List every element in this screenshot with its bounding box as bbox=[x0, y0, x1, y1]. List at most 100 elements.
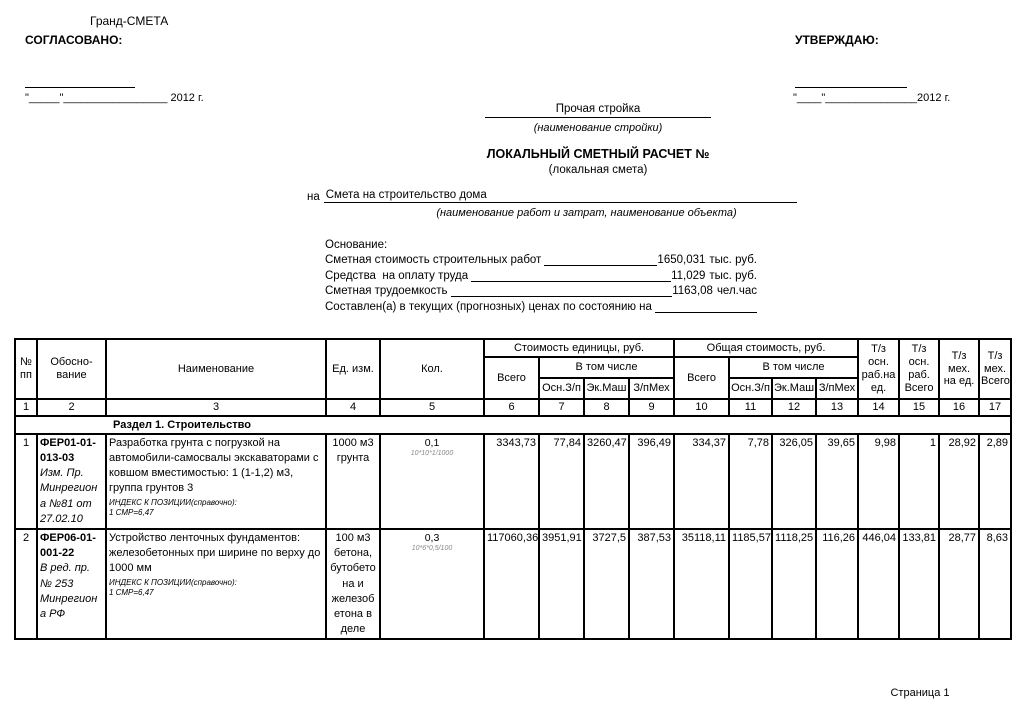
col-header-tz-meh-vsego: Т/з мех. Всего bbox=[978, 338, 1013, 400]
quantity-cell: 0,1 10*10*1/1000 bbox=[379, 432, 485, 531]
quantity-formula: 10*10*1/1000 bbox=[410, 450, 454, 458]
tz-osn-vsego-cell: 1 bbox=[898, 432, 941, 531]
unit-cell: 100 м3 бетона, бутобетона и железобетона… bbox=[325, 527, 381, 641]
basis-line-labor-pay: Средства на оплату труда 11,029 тыс. руб… bbox=[325, 266, 757, 282]
tz-meh-ed-cell: 28,92 bbox=[938, 432, 981, 531]
estimate-table: № пп Обосно-вание Наименование Ед. изм. … bbox=[13, 338, 1013, 641]
approved-signature-line bbox=[795, 76, 907, 88]
subject-prefix: на bbox=[307, 191, 320, 203]
column-numbers-row: 1 2 3 4 5 6 7 8 9 10 11 12 13 14 15 16 1 bbox=[14, 398, 1013, 417]
subject-row: на Смета на строительство дома bbox=[307, 189, 797, 203]
work-name-cell: Разработка грунта с погрузкой на автомоб… bbox=[105, 432, 327, 531]
col-number: 4 bbox=[325, 398, 381, 417]
col-number: 2 bbox=[36, 398, 107, 417]
basis-line-cost: Сметная стоимость строительных работ 165… bbox=[325, 251, 757, 266]
tz-osn-ed-cell: 446,04 bbox=[857, 527, 901, 641]
work-name: Разработка грунта с погрузкой на автомоб… bbox=[109, 436, 319, 495]
construction-name: Прочая стройка bbox=[485, 103, 711, 118]
row-number-cell: 2 bbox=[14, 527, 38, 641]
col-header-zp-meh: З/пМех bbox=[815, 377, 860, 400]
table-row: 2 ФЕР06-01-001-22 В ред. пр. № 253 Минре… bbox=[14, 527, 1013, 641]
compiled-label: Составлен(а) в текущих (прогнозных) цена… bbox=[325, 300, 652, 313]
index-value: 1 СМР=6,47 bbox=[109, 508, 154, 518]
unit-cost-total-cell: 117060,36 bbox=[483, 527, 540, 641]
subject-name: Смета на строительство дома bbox=[323, 189, 797, 203]
basis-title-row: Основание: bbox=[325, 235, 757, 251]
quantity-value: 0,3 bbox=[424, 532, 440, 544]
basis-line-label: Сметная стоимость строительных работ bbox=[325, 254, 542, 266]
total-cost-osn-zp-cell: 7,78 bbox=[728, 432, 774, 531]
quantity-formula: 10*6*0,5/100 bbox=[411, 545, 453, 553]
col-group-total-cost: Общая стоимость, руб. bbox=[673, 338, 860, 358]
total-cost-total-cell: 334,37 bbox=[673, 432, 731, 531]
col-header-ek-mash: Эк.Маш bbox=[771, 377, 818, 400]
agreed-signature-line bbox=[25, 76, 135, 88]
col-number: 15 bbox=[898, 398, 941, 417]
col-header-tz-osn-vsego: Т/з осн. раб. Всего bbox=[898, 338, 941, 400]
unit-cost-osn-zp-cell: 77,84 bbox=[538, 432, 585, 531]
basis-line-value: 11,029 bbox=[671, 269, 706, 282]
col-header-ek-mash: Эк.Маш bbox=[583, 377, 630, 400]
col-group-unit-cost: Стоимость единицы, руб. bbox=[482, 338, 676, 358]
underline-filler bbox=[450, 286, 673, 297]
basis-line-value: 1163,08 bbox=[672, 285, 713, 297]
basis-block: Основание: Сметная стоимость строительны… bbox=[325, 235, 757, 313]
basis-line-label: Средства на оплату труда bbox=[325, 269, 469, 282]
document-subtitle: (локальная смета) bbox=[548, 164, 648, 176]
tz-meh-vsego-cell: 8,63 bbox=[978, 527, 1013, 641]
norm-code-note: В ред. пр. № 253 Минрегиона РФ bbox=[40, 562, 98, 620]
total-cost-osn-zp-cell: 1185,57 bbox=[728, 527, 774, 641]
col-header-osn-zp: Осн.З/п bbox=[538, 377, 585, 400]
index-label: ИНДЕКС К ПОЗИЦИИ(справочно): bbox=[109, 577, 237, 587]
col-number: 13 bbox=[815, 398, 860, 417]
section-row: Раздел 1. Строительство bbox=[13, 414, 1013, 435]
row-number-cell: 1 bbox=[14, 432, 38, 531]
basis-line-labor-intensity: Сметная трудоемкость 1163,08 чел.час bbox=[325, 282, 757, 297]
unit-cost-zp-meh-cell: 387,53 bbox=[627, 527, 676, 641]
col-number: 9 bbox=[627, 398, 676, 417]
tz-meh-ed-cell: 28,77 bbox=[938, 527, 981, 641]
col-header-unit-including: В том числе bbox=[537, 356, 676, 379]
col-number: 3 bbox=[105, 398, 327, 417]
work-name-cell: Устройство ленточных фундаментов: железо… bbox=[105, 527, 327, 641]
col-number: 12 bbox=[771, 398, 818, 417]
col-number: 14 bbox=[857, 398, 901, 417]
construction-caption: (наименование стройки) bbox=[533, 122, 663, 134]
subject-caption: (наименование работ и затрат, наименован… bbox=[436, 207, 737, 219]
basis-line-unit: тыс. руб. bbox=[709, 269, 757, 282]
col-number: 1 bbox=[14, 398, 38, 417]
unit-cost-osn-zp-cell: 3951,91 bbox=[538, 527, 585, 641]
col-header-unit: Ед. изм. bbox=[325, 338, 381, 400]
basis-line-unit: тыс. руб. bbox=[709, 254, 757, 266]
col-number: 5 bbox=[379, 398, 485, 417]
col-header-sum-total: Всего bbox=[673, 356, 731, 400]
norm-code: ФЕР06-01-001-22 bbox=[40, 532, 96, 560]
basis-line-value: 1650,031 bbox=[657, 254, 706, 266]
work-name: Устройство ленточных фундаментов: железо… bbox=[109, 532, 321, 575]
index-value: 1 СМР=6,47 bbox=[109, 588, 154, 598]
unit-cost-zp-meh-cell: 396,49 bbox=[627, 432, 676, 531]
underline-filler bbox=[544, 255, 658, 266]
norm-code: ФЕР01-01-013-03 bbox=[40, 436, 96, 465]
col-header-code: Обосно-вание bbox=[36, 338, 107, 400]
col-header-name: Наименование bbox=[105, 338, 327, 400]
total-cost-total-cell: 35118,11 bbox=[673, 527, 731, 641]
col-number: 16 bbox=[938, 398, 981, 417]
col-header-qty: Кол. bbox=[379, 338, 485, 400]
col-number: 11 bbox=[728, 398, 774, 417]
col-header-unit-total: Всего bbox=[483, 356, 540, 400]
approved-date-line: "____"_______________2012 г. bbox=[793, 92, 951, 104]
col-number: 8 bbox=[583, 398, 630, 417]
table-row: 1 ФЕР01-01-013-03 Изм. Пр. Минрегиона №8… bbox=[14, 432, 1013, 531]
tz-meh-vsego-cell: 2,89 bbox=[978, 432, 1013, 531]
unit-cost-total-cell: 3343,73 bbox=[483, 432, 540, 531]
col-number: 7 bbox=[538, 398, 585, 417]
unit-cell: 1000 м3 грунта bbox=[325, 432, 381, 531]
justification-cell: ФЕР06-01-001-22 В ред. пр. № 253 Минреги… bbox=[36, 527, 107, 641]
section-title: Раздел 1. Строительство bbox=[13, 414, 1013, 435]
basis-line-label: Сметная трудоемкость bbox=[325, 285, 448, 297]
agreed-label: СОГЛАСОВАНО: bbox=[25, 33, 123, 47]
col-header-tz-meh-ed: Т/з мех. на ед. bbox=[938, 338, 981, 400]
app-brand-label: Гранд-СМЕТА bbox=[90, 14, 169, 28]
